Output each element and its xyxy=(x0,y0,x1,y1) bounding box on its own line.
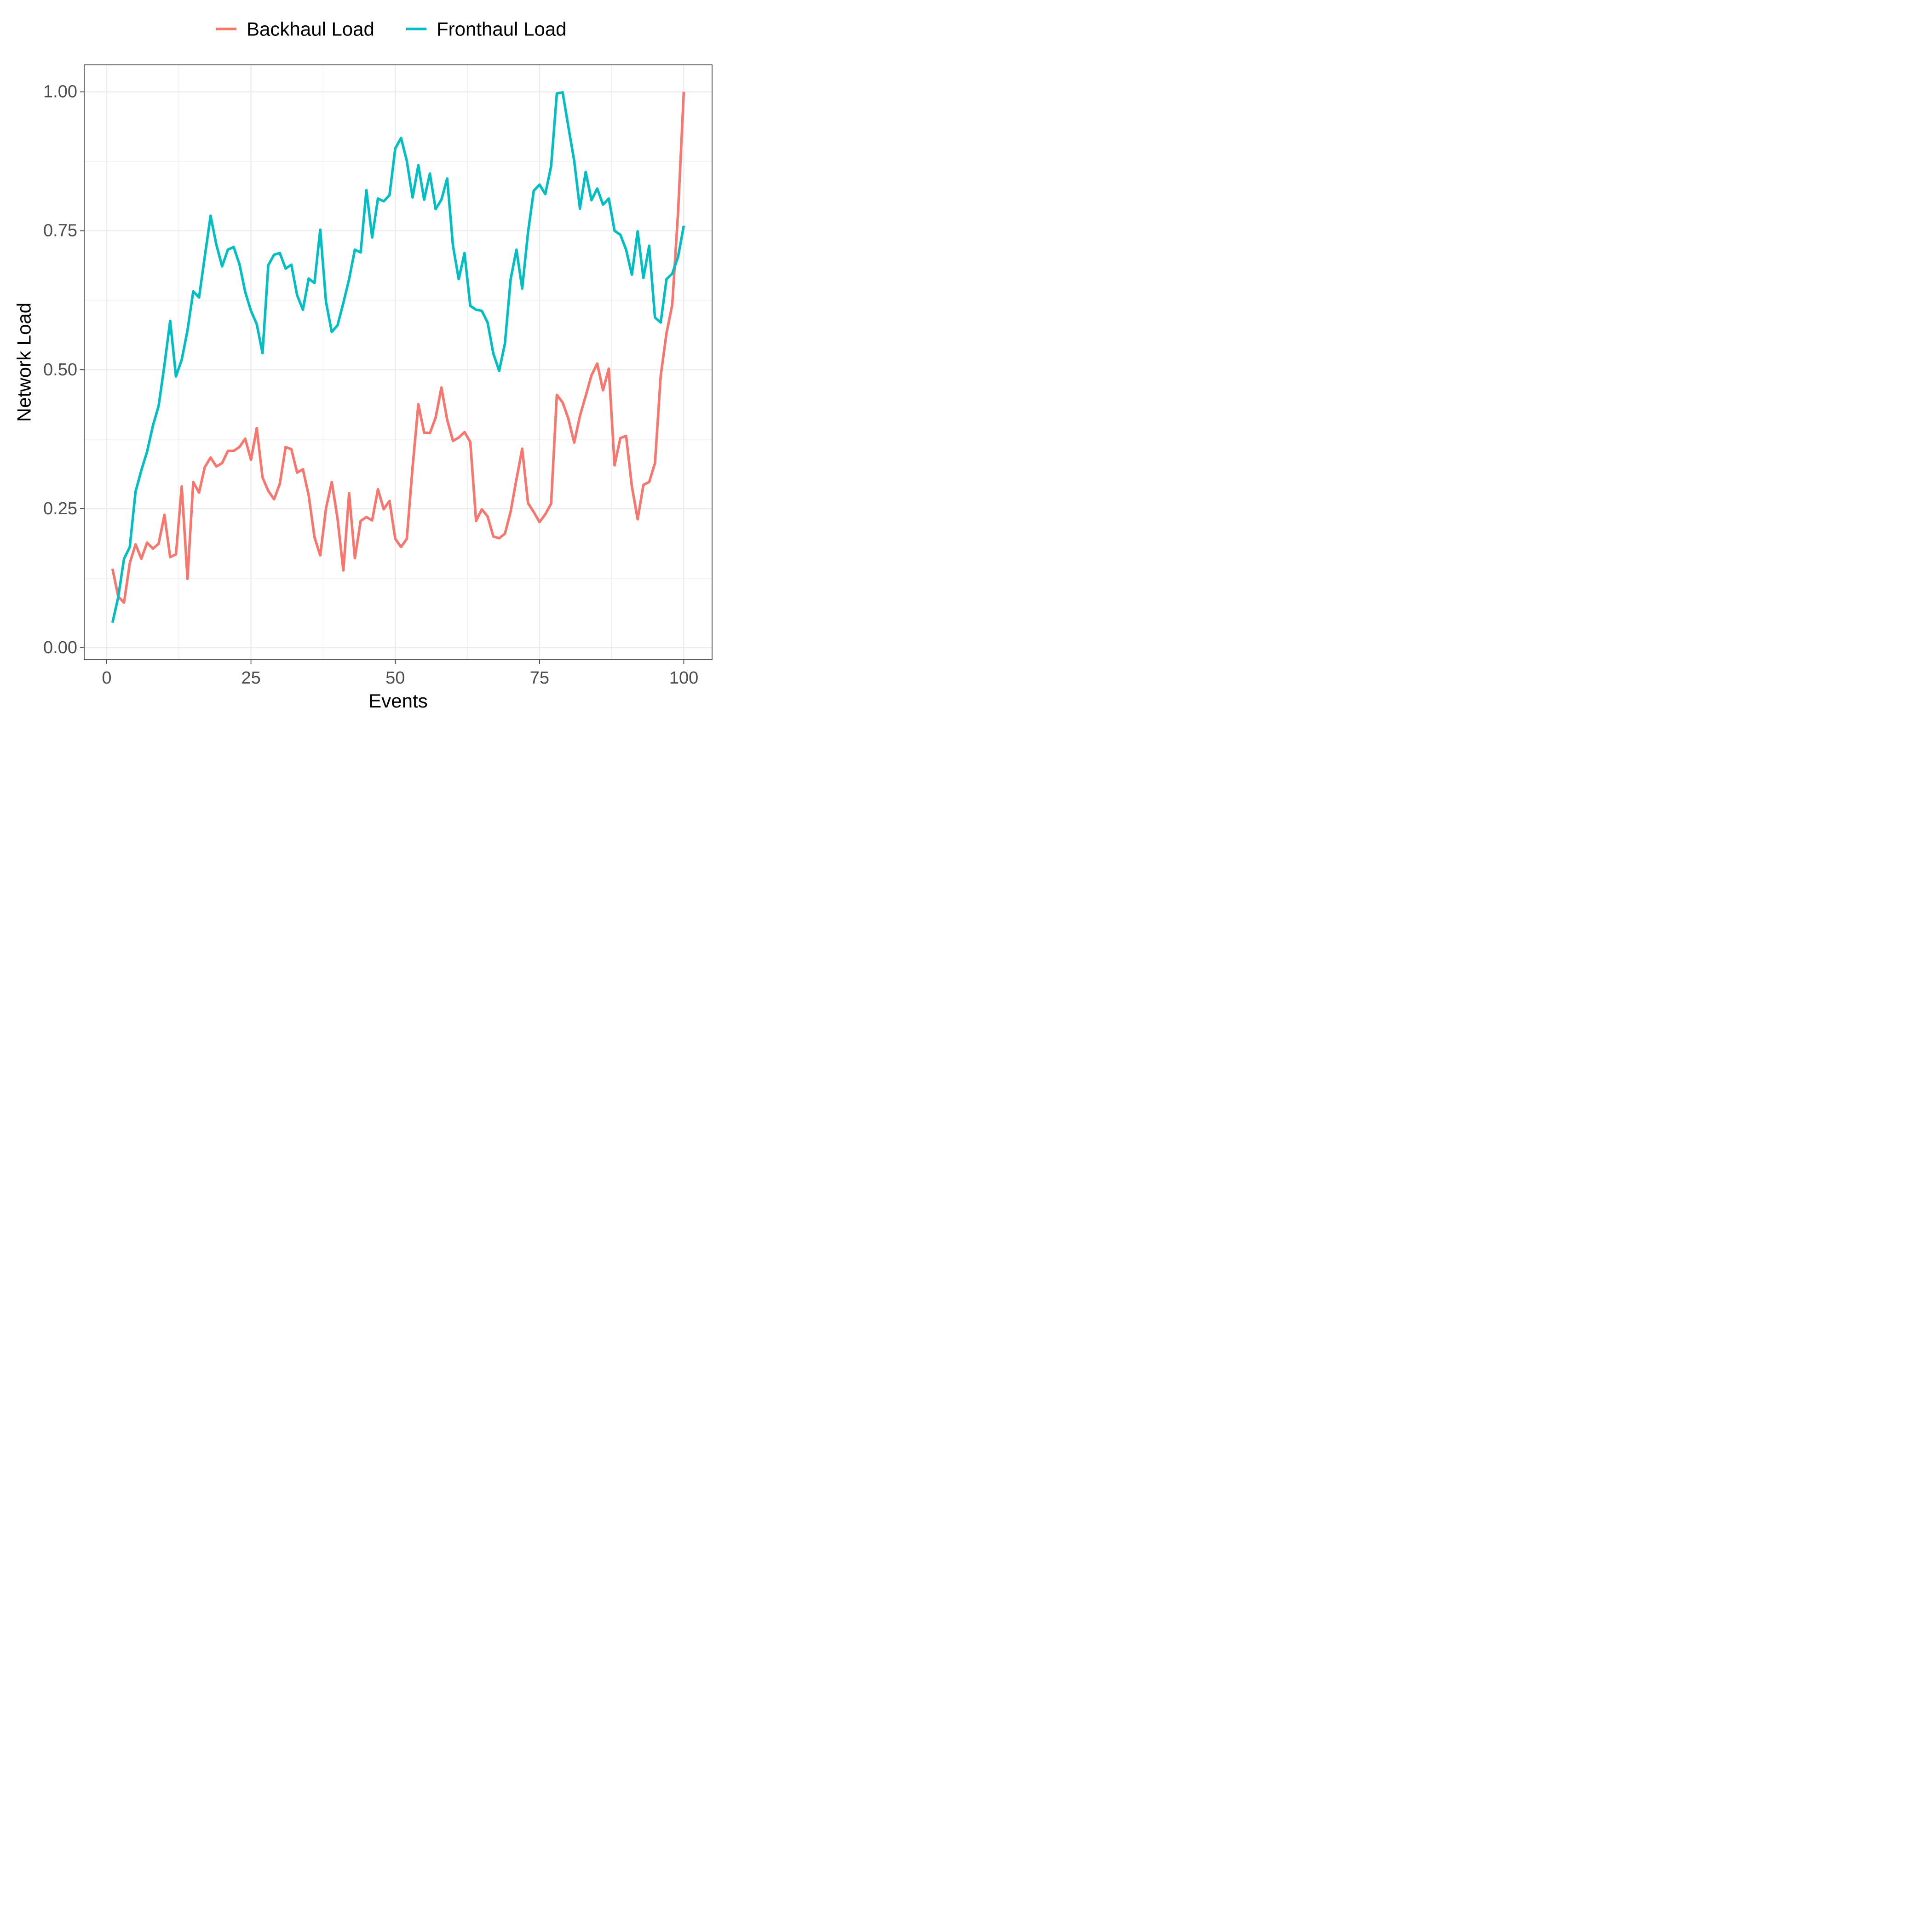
y-tick-label: 0.00 xyxy=(43,638,77,657)
x-tick-label: 75 xyxy=(530,668,549,688)
chart: 0 25 50 75 100 0.00 0.25 0.50 0.75 1.00 Events N… xyxy=(0,0,719,719)
series-line-backhaul-load xyxy=(111,92,685,604)
x-tick-label: 0 xyxy=(102,668,111,688)
legend-label-backhaul-load: Backhaul Load xyxy=(247,18,374,40)
x-axis: 0 25 50 75 100 xyxy=(102,660,698,688)
y-tick-label: 0.25 xyxy=(43,499,77,518)
x-tick-label: 100 xyxy=(669,668,698,688)
x-tick-label: 50 xyxy=(385,668,405,688)
legend-label-fronthaul-load: Fronthaul Load xyxy=(437,18,567,40)
x-axis-title: Events xyxy=(368,690,427,712)
legend: Backhaul Load Fronthaul Load xyxy=(216,18,567,40)
y-axis: 0.00 0.25 0.50 0.75 1.00 xyxy=(43,82,84,657)
plot-panel-border xyxy=(84,64,713,660)
y-axis-title: Network Load xyxy=(13,303,35,422)
series-lines xyxy=(111,91,685,623)
x-tick-label: 25 xyxy=(241,668,260,688)
series-line-fronthaul-load xyxy=(111,91,685,623)
y-tick-label: 0.50 xyxy=(43,360,77,380)
plot-panel xyxy=(84,65,712,660)
y-tick-label: 1.00 xyxy=(43,82,77,102)
y-tick-label: 0.75 xyxy=(43,221,77,241)
minor-gridlines xyxy=(84,65,712,660)
major-gridlines xyxy=(84,65,712,660)
